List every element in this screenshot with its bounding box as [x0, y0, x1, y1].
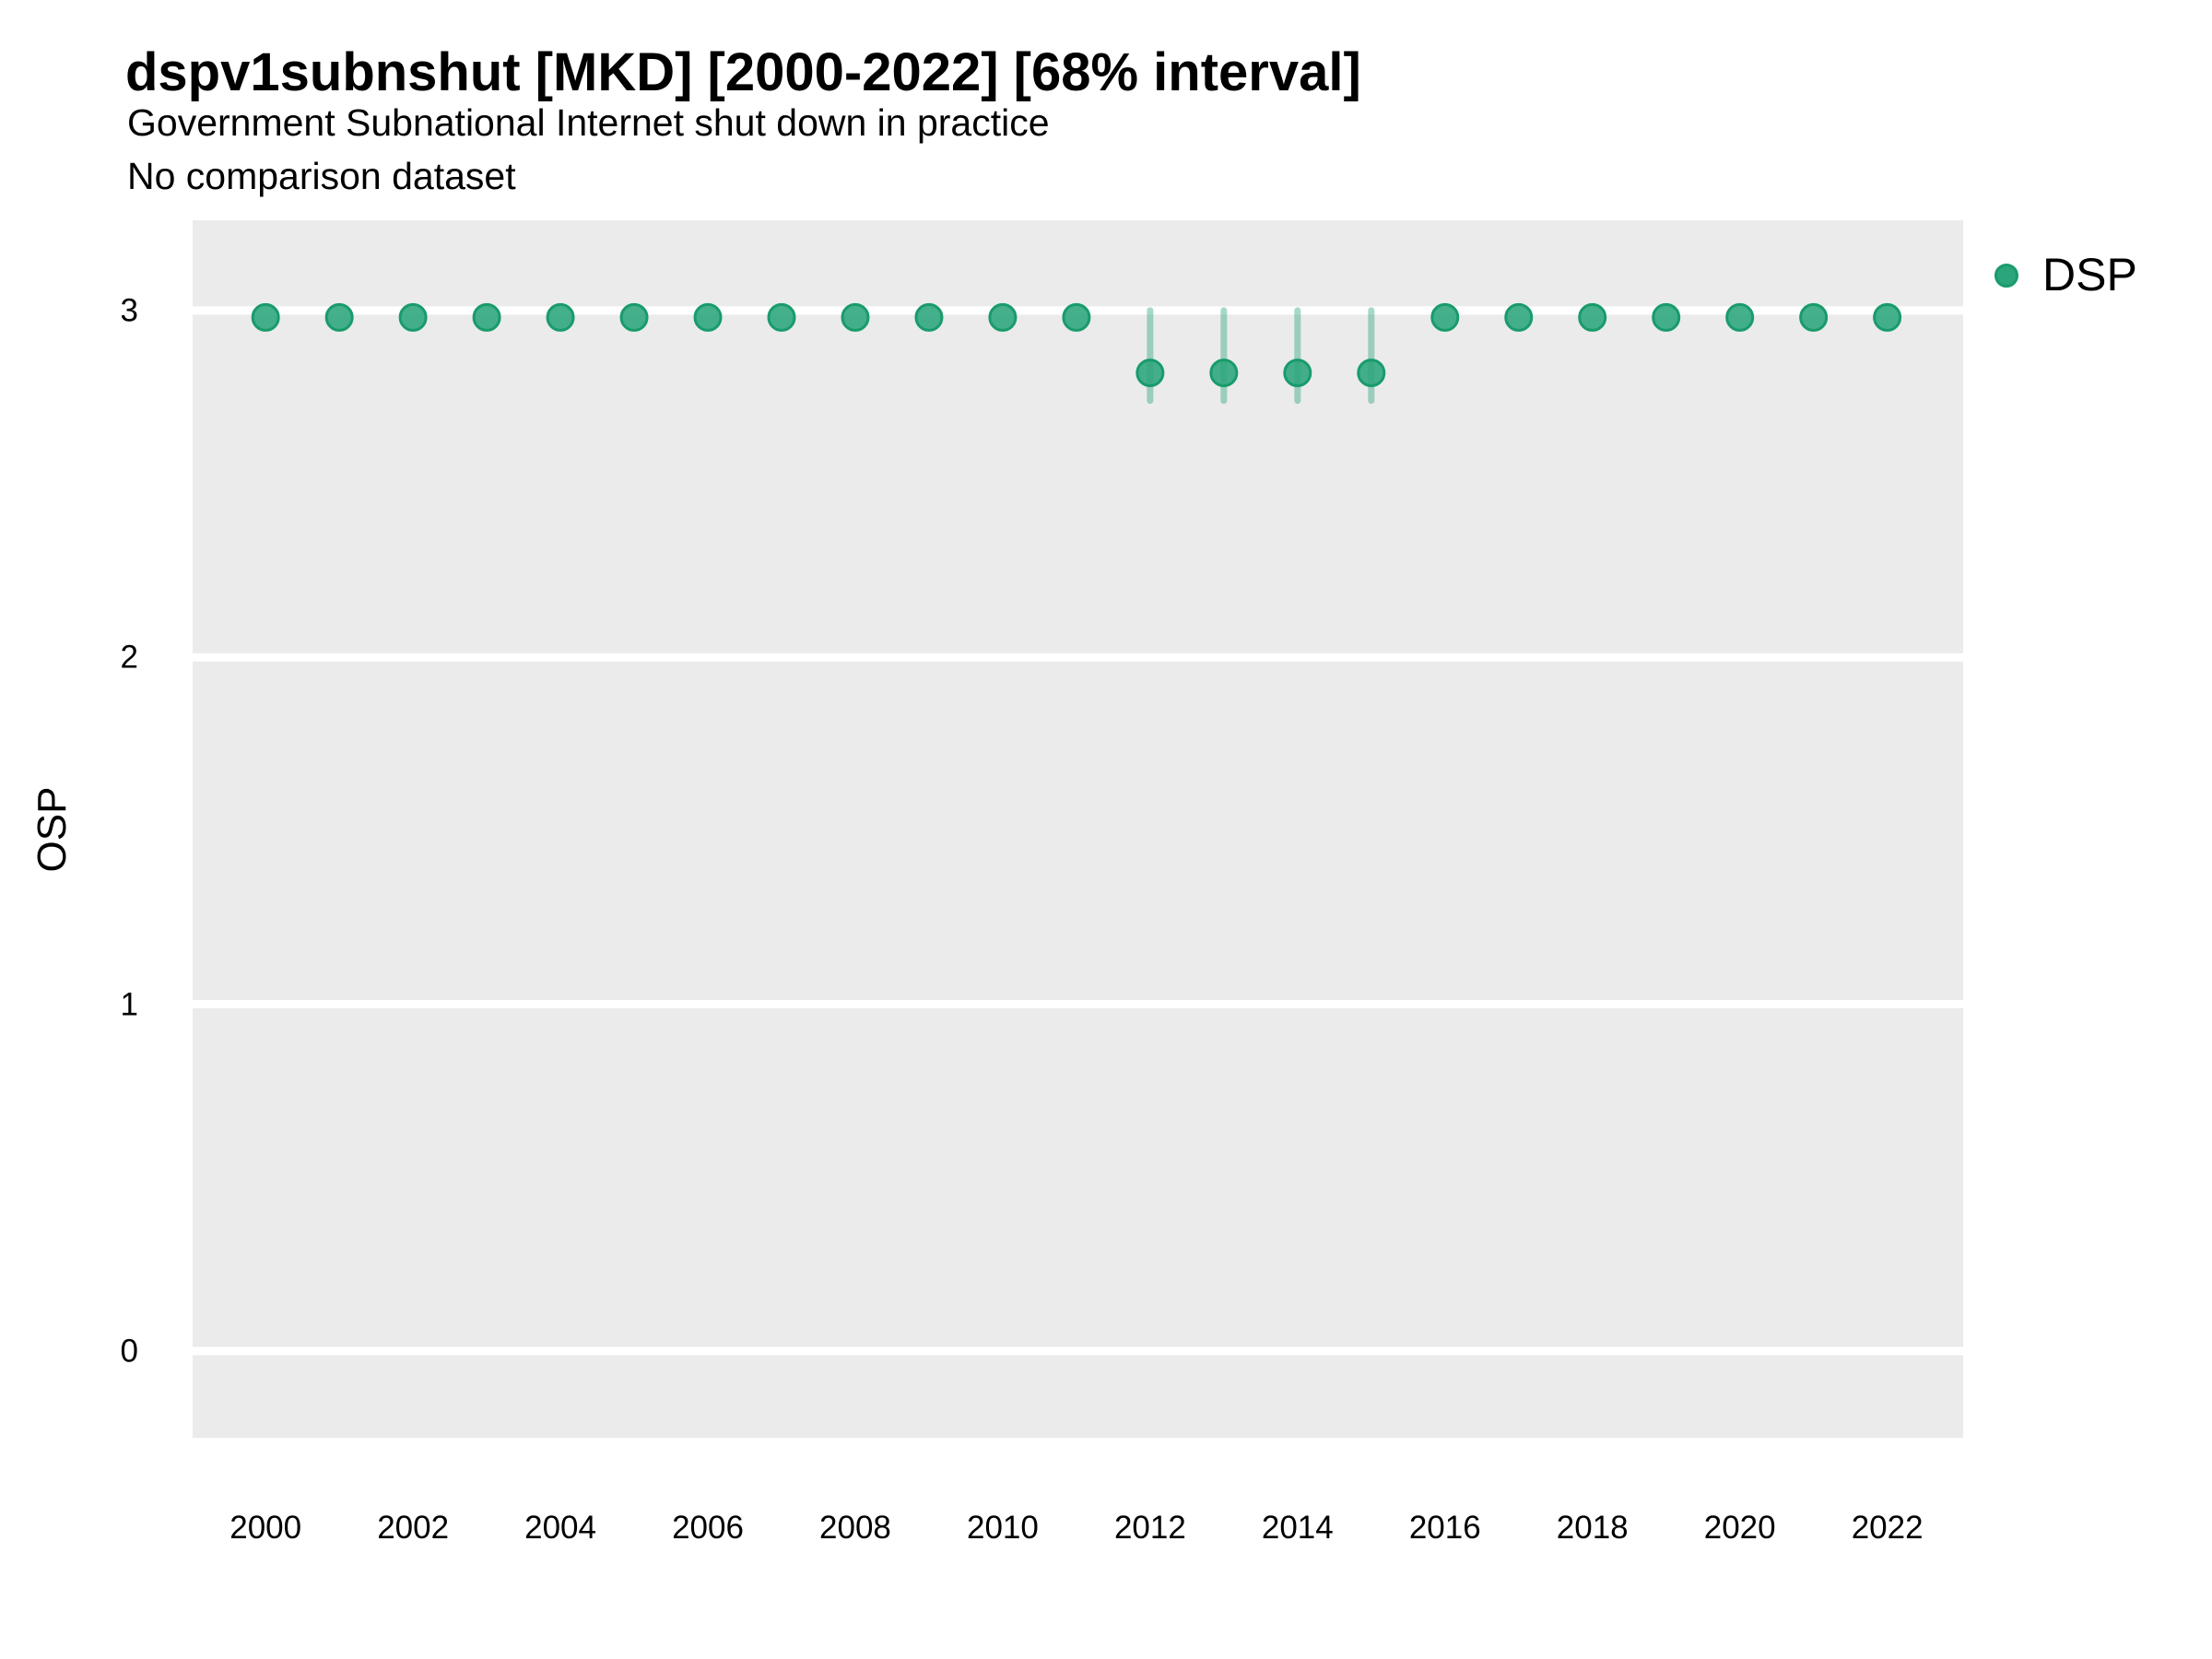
x-tick-label-2014: 2014 — [1261, 1510, 1334, 1546]
y-tick-label-1: 1 — [120, 986, 138, 1023]
data-point-2012 — [1135, 359, 1165, 388]
x-tick-label-2004: 2004 — [524, 1510, 596, 1546]
data-point-2014 — [1283, 359, 1312, 388]
legend: DSP — [1994, 250, 2137, 300]
x-tick-label-2018: 2018 — [1556, 1510, 1629, 1546]
x-tick-label-2008: 2008 — [819, 1510, 891, 1546]
data-point-2021 — [1799, 302, 1829, 332]
data-point-2016 — [1430, 302, 1460, 332]
data-point-2009 — [914, 302, 944, 332]
x-tick-label-2006: 2006 — [672, 1510, 744, 1546]
data-point-2001 — [324, 302, 354, 332]
data-point-2015 — [1357, 359, 1386, 388]
chart-title: dspv1subnshut [MKD] [2000-2022] [68% int… — [125, 42, 1361, 102]
y-axis-title: OSP — [29, 786, 75, 873]
data-point-2007 — [767, 302, 796, 332]
x-tick-label-2002: 2002 — [377, 1510, 450, 1546]
data-point-2020 — [1725, 302, 1755, 332]
x-tick-label-2010: 2010 — [966, 1510, 1039, 1546]
plot-svg — [193, 220, 1963, 1438]
x-tick-label-2020: 2020 — [1703, 1510, 1776, 1546]
y-tick-label-0: 0 — [120, 1333, 138, 1370]
data-point-2013 — [1209, 359, 1239, 388]
plot-panel — [193, 220, 1963, 1438]
legend-point-icon — [1994, 263, 2018, 288]
chart-subtitle: Government Subnational Internet shut dow… — [127, 101, 1050, 144]
panel-background — [193, 220, 1963, 1438]
x-tick-label-2000: 2000 — [229, 1510, 302, 1546]
data-point-2004 — [546, 302, 575, 332]
data-point-2008 — [841, 302, 870, 332]
x-tick-label-2022: 2022 — [1851, 1510, 1924, 1546]
data-point-2017 — [1504, 302, 1534, 332]
legend-label: DSP — [2042, 249, 2137, 300]
data-point-2003 — [472, 302, 501, 332]
data-point-2022 — [1873, 302, 1902, 332]
data-point-2019 — [1652, 302, 1681, 332]
data-point-2011 — [1062, 302, 1091, 332]
y-tick-label-3: 3 — [120, 292, 138, 329]
x-tick-label-2016: 2016 — [1408, 1510, 1481, 1546]
data-point-2010 — [988, 302, 1018, 332]
y-tick-label-2: 2 — [120, 639, 138, 676]
x-tick-label-2012: 2012 — [1113, 1510, 1186, 1546]
data-point-2005 — [619, 302, 649, 332]
data-point-2006 — [693, 302, 723, 332]
data-point-2018 — [1578, 302, 1607, 332]
chart-note: No comparison dataset — [127, 155, 516, 197]
data-point-2000 — [251, 302, 280, 332]
data-point-2002 — [398, 302, 428, 332]
